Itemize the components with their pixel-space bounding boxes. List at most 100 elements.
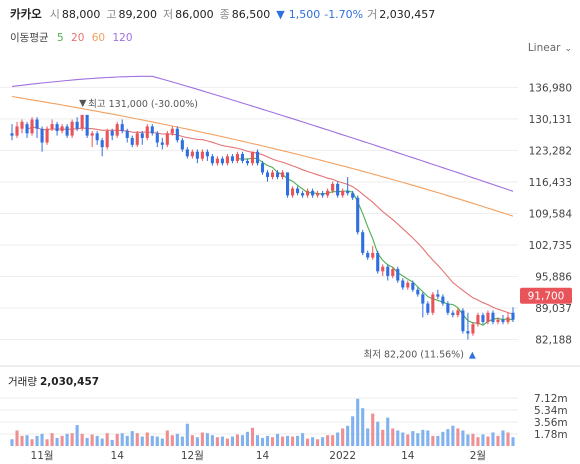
chevron-down-icon: ⌄	[564, 44, 572, 54]
candle-body	[321, 193, 325, 196]
candle-body	[175, 128, 179, 141]
volume-bar	[361, 408, 365, 446]
volume-bar	[80, 433, 84, 446]
volume-bar	[225, 438, 229, 446]
volume-bar	[265, 435, 270, 446]
candle-body	[301, 193, 305, 196]
volume-bar	[451, 425, 455, 446]
candle-body	[155, 133, 159, 143]
candle-body	[346, 190, 350, 194]
volume-bar	[426, 430, 430, 446]
volume-bar	[140, 436, 144, 446]
volume-bar	[60, 435, 64, 446]
high-marker-icon: ▼	[79, 98, 87, 109]
candle-body	[421, 294, 425, 304]
volume-bar	[371, 413, 375, 446]
candle-body	[180, 140, 184, 150]
ma-20: 20	[71, 32, 85, 44]
scale-selector[interactable]: Linear ⌄	[528, 42, 572, 54]
low-value: 86,000	[175, 8, 214, 21]
candle-body	[230, 156, 234, 161]
volume-bar	[90, 434, 94, 446]
candle-body	[506, 317, 510, 322]
volume-bar	[20, 435, 24, 446]
price-tick-label: 123,282	[529, 145, 572, 157]
candle-body	[135, 133, 139, 145]
candle-body	[436, 294, 440, 297]
volume-tick-label: 3.56m	[534, 417, 568, 429]
volume-bar	[195, 437, 199, 446]
candle-body	[331, 183, 335, 191]
volume-bar	[115, 433, 119, 446]
high-label: 고	[106, 8, 117, 21]
volume-bar	[175, 433, 179, 446]
candle-body	[120, 124, 124, 132]
volume-bar	[486, 436, 490, 446]
volume-value: 2,030,457	[379, 8, 436, 21]
candle-body	[501, 319, 505, 322]
candle-body	[476, 315, 480, 325]
volume-bar	[185, 423, 189, 446]
volume-bar	[411, 431, 415, 446]
candle-body	[65, 126, 69, 136]
candle-body	[105, 131, 109, 148]
volume-panel-label: 거래량	[8, 376, 37, 388]
volume-bar	[30, 439, 34, 446]
candle-body	[255, 151, 260, 164]
price-tick-label: 82,188	[535, 334, 572, 346]
volume-bar	[110, 439, 114, 446]
volume-bar	[210, 435, 214, 446]
volume-bar	[75, 425, 79, 446]
candle-body	[195, 151, 199, 159]
x-tick-label: 11월	[31, 450, 54, 462]
price-tick-label: 130,131	[529, 114, 572, 126]
volume-bar	[356, 398, 360, 446]
candle-body	[25, 124, 29, 134]
candle-body	[250, 151, 255, 164]
candle-body	[140, 133, 144, 138]
volume-bar	[40, 433, 44, 446]
candle-body	[326, 190, 330, 196]
volume-bar	[165, 430, 169, 446]
candle-body	[426, 303, 430, 313]
volume-bar	[466, 434, 470, 446]
candle-body	[145, 126, 149, 138]
candle-body	[165, 133, 169, 145]
volume-bar	[441, 431, 445, 446]
candle-body	[451, 312, 455, 316]
x-tick-label: 14	[111, 450, 125, 462]
candle-body	[245, 160, 250, 164]
volume-bar	[215, 437, 219, 446]
candle-body	[291, 188, 295, 196]
candle-body	[50, 124, 54, 129]
candle-body	[225, 156, 229, 164]
moving-average-legend: 이동평균 5 20 60 120	[10, 30, 137, 45]
candle-body	[366, 252, 370, 258]
candle-body	[336, 183, 340, 196]
candle-body	[316, 193, 320, 196]
open-label: 시	[49, 8, 60, 21]
volume-bar	[501, 430, 505, 446]
candle-body	[285, 172, 290, 196]
candle-body	[381, 266, 385, 272]
candle-body	[170, 128, 174, 134]
volume-bar	[125, 435, 129, 446]
volume-bar	[481, 434, 485, 446]
price-tick-label: 116,433	[529, 177, 572, 189]
volume-bar	[270, 437, 275, 446]
close-label: 종	[219, 8, 230, 21]
candle-body	[341, 190, 345, 196]
volume-bar	[331, 435, 335, 446]
volume-bar	[346, 425, 350, 446]
candle-body	[351, 193, 355, 198]
candle-body	[10, 133, 14, 136]
volume-bar	[506, 432, 510, 446]
candle-body	[446, 303, 450, 313]
candle-body	[391, 269, 395, 276]
volume-bar	[245, 431, 250, 446]
candle-body	[125, 131, 129, 138]
volume-bar	[275, 433, 280, 446]
volume-bar	[25, 435, 29, 446]
candle-body	[90, 133, 94, 136]
